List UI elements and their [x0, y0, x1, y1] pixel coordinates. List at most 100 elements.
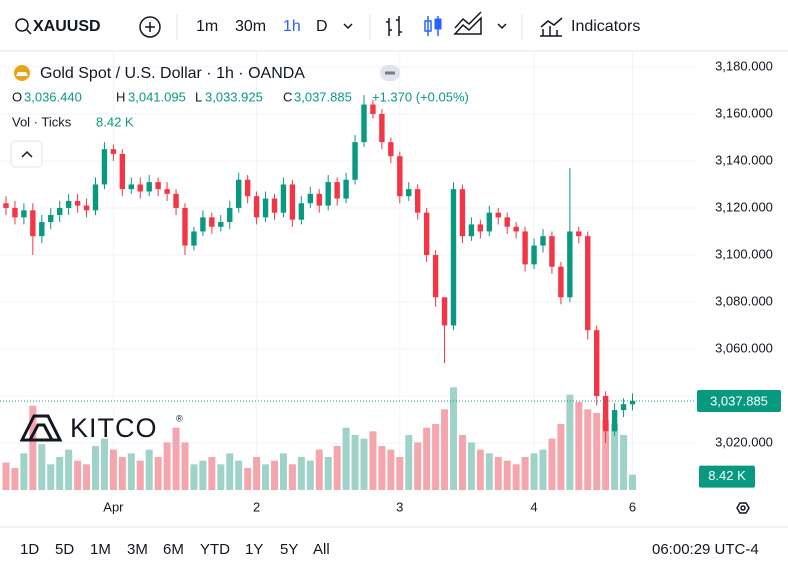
volume-bar	[244, 468, 252, 490]
candle-body	[227, 207, 233, 223]
y-tick-label: 3,020.000	[715, 434, 773, 449]
candle-body	[48, 215, 54, 223]
legend-key: L	[195, 89, 202, 104]
candle-body	[343, 179, 349, 199]
candle-body	[30, 210, 36, 237]
range[interactable]: 5Y	[280, 541, 298, 558]
range[interactable]: 1Y	[245, 541, 263, 558]
volume-bar	[324, 457, 332, 490]
legend-key: H	[116, 89, 125, 104]
volume-bar	[172, 427, 180, 490]
interval-active[interactable]: 1h	[283, 18, 301, 35]
volume-bar	[226, 453, 234, 490]
candle-body	[236, 179, 242, 208]
candle-body	[74, 200, 81, 206]
volume-bar	[512, 464, 520, 490]
candle-style-icon[interactable]	[424, 16, 442, 36]
indicators[interactable]: Indicators	[571, 18, 640, 35]
interval[interactable]: D	[316, 18, 328, 35]
volume-label-box	[699, 465, 755, 488]
range[interactable]: 5D	[55, 541, 74, 558]
range[interactable]: 1D	[20, 541, 39, 558]
candle-body	[504, 217, 510, 227]
candle-body	[334, 182, 340, 199]
candle-body	[397, 156, 403, 197]
candle-body	[585, 236, 591, 331]
candle-body	[522, 231, 528, 265]
indicators-icon[interactable]	[540, 17, 563, 37]
candle-body	[209, 217, 215, 227]
volume-bar	[306, 460, 314, 490]
candle-body	[388, 142, 394, 157]
area-style-icon[interactable]	[453, 11, 482, 35]
collapse-legend[interactable]	[10, 140, 43, 168]
volume-bar	[557, 424, 565, 490]
last-price-label: 3,037.885	[710, 393, 768, 408]
clock: 06:00:29 UTC-4	[652, 541, 759, 558]
candle-body	[316, 193, 322, 206]
x-tick-label: 2	[253, 499, 260, 514]
volume-bar	[620, 435, 628, 490]
candle-body	[164, 189, 170, 194]
y-tick-label: 3,080.000	[715, 293, 773, 308]
volume-bar	[109, 449, 117, 490]
bar-style-icon[interactable]	[386, 16, 402, 36]
volume-bar	[2, 462, 10, 490]
add-symbol[interactable]	[139, 16, 161, 38]
collapse-chevron	[21, 150, 33, 158]
legend-value: 3,036.440	[24, 89, 82, 104]
volume-bar	[271, 460, 278, 490]
volume-bar	[333, 446, 341, 490]
volume-bar	[414, 442, 422, 490]
candle-body	[415, 189, 421, 213]
range[interactable]: 3M	[127, 541, 148, 558]
candle-body	[3, 203, 9, 208]
volume-bar	[575, 402, 583, 490]
candle-body	[459, 189, 466, 237]
candle-body	[540, 236, 546, 246]
volume-bar	[217, 464, 225, 490]
candle-body	[298, 203, 305, 220]
volume-bar	[629, 474, 636, 490]
volume-bar	[485, 453, 493, 490]
interval[interactable]: 1m	[196, 18, 218, 35]
range[interactable]: All	[313, 541, 330, 558]
volume-bar	[360, 438, 368, 490]
volume-bar	[297, 457, 305, 490]
candle-body	[486, 212, 492, 232]
candle-body	[361, 104, 367, 143]
style-menu[interactable]	[497, 23, 507, 30]
candle-body	[110, 149, 117, 154]
y-tick-label: 3,180.000	[715, 58, 773, 73]
candle-body	[244, 179, 251, 197]
interval-menu[interactable]	[343, 23, 353, 30]
candle-body	[620, 404, 627, 411]
candle-body	[549, 236, 555, 267]
volume-bar	[127, 453, 135, 490]
candle-body	[128, 184, 134, 190]
volume-bar	[47, 464, 55, 490]
candle-body	[218, 222, 224, 227]
watermark: KITCO ®	[19, 413, 183, 443]
volume-bar	[190, 464, 198, 490]
x-tick-label: 6	[629, 499, 636, 514]
range[interactable]: 1M	[90, 541, 111, 558]
settings-icon[interactable]	[736, 502, 750, 514]
candle-body	[191, 231, 197, 246]
range[interactable]: 6M	[163, 541, 184, 558]
search-icon[interactable]	[15, 18, 32, 35]
candle-body	[101, 149, 108, 185]
interval[interactable]: 30m	[235, 18, 266, 35]
volume-bar	[342, 427, 350, 490]
candle-body	[567, 231, 573, 298]
candle-body	[12, 207, 18, 218]
volume-value: 8.42 K	[96, 114, 134, 129]
candle-body	[21, 210, 27, 218]
volume-bar	[405, 435, 413, 490]
symbol[interactable]: XAUUSD	[33, 18, 101, 35]
candle-body	[558, 266, 564, 298]
volume-label: 8.42 K	[708, 468, 746, 483]
range[interactable]: YTD	[200, 541, 230, 558]
